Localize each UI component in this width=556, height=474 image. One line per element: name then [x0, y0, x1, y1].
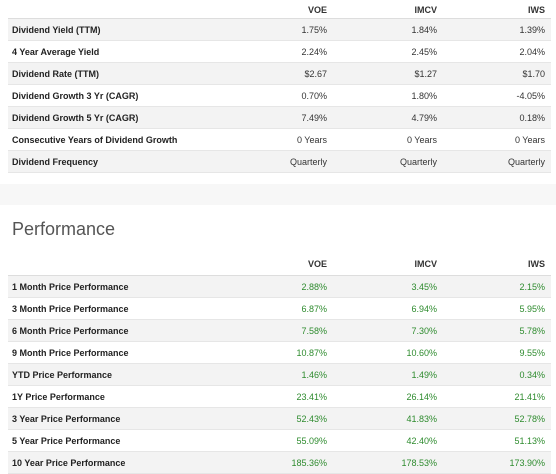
performance-row-value: 52.78% [443, 407, 551, 430]
performance-row-label: 10 Year Price Performance [8, 451, 241, 474]
dividend-row-label: 4 Year Average Yield [8, 40, 241, 63]
dividends-table: VOE IMCV IWS Dividend Yield (TTM) 1.75% 1.… [8, 0, 551, 173]
performance-row: 1 Month Price Performance 2.88% 3.45% 2.15% [8, 275, 551, 298]
performance-row: 3 Month Price Performance 6.87% 6.94% 5.95% [8, 297, 551, 320]
dividend-row: Dividend Growth 3 Yr (CAGR) 0.70% 1.80% -4.… [8, 84, 551, 107]
dividends-header-blank [8, 0, 241, 19]
performance-row-label: 5 Year Price Performance [8, 429, 241, 452]
dividend-row: Dividend Rate (TTM) $2.67 $1.27 $1.70 [8, 62, 551, 85]
dividend-row: Dividend Frequency Quarterly Quarterly Quar… [8, 150, 551, 173]
performance-row-value: 1.46% [241, 363, 333, 386]
performance-header-row: VOE IMCV IWS [8, 253, 551, 276]
dividend-row-value: 0 Years [241, 128, 333, 151]
dividend-row-value: 4.79% [333, 106, 443, 129]
performance-row-value: 173.90% [443, 451, 551, 474]
performance-row-value: 7.30% [333, 319, 443, 342]
dividend-row-value: 0.18% [443, 106, 551, 129]
dividend-row-value: 0 Years [333, 128, 443, 151]
performance-row-value: 178.53% [333, 451, 443, 474]
dividend-row-value: 0 Years [443, 128, 551, 151]
performance-row-value: 52.43% [241, 407, 333, 430]
dividend-row-value: Quarterly [333, 150, 443, 173]
performance-row-value: 10.87% [241, 341, 333, 364]
dividend-row-value: 1.75% [241, 18, 333, 41]
performance-row: 1Y Price Performance 23.41% 26.14% 21.41% [8, 385, 551, 408]
dividend-row-value: 7.49% [241, 106, 333, 129]
performance-row: 5 Year Price Performance 55.09% 42.40% 51.1… [8, 429, 551, 452]
dividend-row-label: Dividend Growth 5 Yr (CAGR) [8, 106, 241, 129]
dividend-row: Dividend Growth 5 Yr (CAGR) 7.49% 4.79% 0.1… [8, 106, 551, 129]
performance-row-value: 0.34% [443, 363, 551, 386]
performance-row-value: 21.41% [443, 385, 551, 408]
dividend-row: Dividend Yield (TTM) 1.75% 1.84% 1.39% [8, 18, 551, 41]
performance-row-value: 3.45% [333, 275, 443, 298]
performance-row: YTD Price Performance 1.46% 1.49% 0.34% [8, 363, 551, 386]
dividends-header-row: VOE IMCV IWS [8, 0, 551, 19]
performance-column-header: IMCV [333, 253, 443, 276]
dividend-row-value: 2.24% [241, 40, 333, 63]
performance-column-header: IWS [443, 253, 551, 276]
dividend-row-value: 1.39% [443, 18, 551, 41]
dividend-row-value: Quarterly [443, 150, 551, 173]
performance-row-value: 10.60% [333, 341, 443, 364]
performance-row-label: 1Y Price Performance [8, 385, 241, 408]
dividend-row-label: Dividend Yield (TTM) [8, 18, 241, 41]
dividend-row-value: $2.67 [241, 62, 333, 85]
performance-row-label: YTD Price Performance [8, 363, 241, 386]
dividend-row: Consecutive Years of Dividend Growth 0 Ye… [8, 128, 551, 151]
performance-row-value: 55.09% [241, 429, 333, 452]
dividend-row-value: 2.45% [333, 40, 443, 63]
dividend-row-value: 1.80% [333, 84, 443, 107]
performance-row-value: 41.83% [333, 407, 443, 430]
dividend-row: 4 Year Average Yield 2.24% 2.45% 2.04% [8, 40, 551, 63]
dividend-row-label: Dividend Frequency [8, 150, 241, 173]
dividend-row-value: 1.84% [333, 18, 443, 41]
performance-row-value: 2.88% [241, 275, 333, 298]
performance-row-value: 23.41% [241, 385, 333, 408]
performance-row-value: 51.13% [443, 429, 551, 452]
performance-row-value: 5.78% [443, 319, 551, 342]
performance-row: 10 Year Price Performance 185.36% 178.53% 1… [8, 451, 551, 474]
performance-header-blank [8, 253, 241, 276]
dividends-column-header: IMCV [333, 0, 443, 19]
performance-row-label: 9 Month Price Performance [8, 341, 241, 364]
dividend-row-label: Dividend Rate (TTM) [8, 62, 241, 85]
performance-table: VOE IMCV IWS 1 Month Price Performance 2.… [8, 253, 551, 474]
dividend-row-label: Dividend Growth 3 Yr (CAGR) [8, 84, 241, 107]
performance-row-value: 9.55% [443, 341, 551, 364]
performance-row-value: 1.49% [333, 363, 443, 386]
performance-section-title: Performance [12, 219, 116, 239]
performance-row-value: 42.40% [333, 429, 443, 452]
performance-row-value: 26.14% [333, 385, 443, 408]
performance-row-label: 6 Month Price Performance [8, 319, 241, 342]
performance-row-value: 6.94% [333, 297, 443, 320]
performance-row-value: 7.58% [241, 319, 333, 342]
section-divider [0, 184, 556, 205]
dividends-column-header: VOE [241, 0, 333, 19]
dividend-row-value: 0.70% [241, 84, 333, 107]
performance-row-value: 5.95% [443, 297, 551, 320]
performance-row-label: 1 Month Price Performance [8, 275, 241, 298]
dividends-panel: VOE IMCV IWS Dividend Yield (TTM) 1.75% 1.… [0, 0, 556, 184]
dividend-row-value: $1.70 [443, 62, 551, 85]
performance-row-label: 3 Year Price Performance [8, 407, 241, 430]
performance-row: 6 Month Price Performance 7.58% 7.30% 5.78% [8, 319, 551, 342]
performance-row: 3 Year Price Performance 52.43% 41.83% 52.7… [8, 407, 551, 430]
dividend-row-label: Consecutive Years of Dividend Growth [8, 128, 241, 151]
dividend-row-value: $1.27 [333, 62, 443, 85]
performance-row-label: 3 Month Price Performance [8, 297, 241, 320]
performance-column-header: VOE [241, 253, 333, 276]
dividend-row-value: -4.05% [443, 84, 551, 107]
performance-row-value: 6.87% [241, 297, 333, 320]
performance-row-value: 185.36% [241, 451, 333, 474]
performance-panel: Performance VOE IMCV IWS 1 Month Price P… [0, 205, 556, 474]
dividends-column-header: IWS [443, 0, 551, 19]
dividend-row-value: 2.04% [443, 40, 551, 63]
performance-row: 9 Month Price Performance 10.87% 10.60% 9.5… [8, 341, 551, 364]
dividend-row-value: Quarterly [241, 150, 333, 173]
performance-row-value: 2.15% [443, 275, 551, 298]
